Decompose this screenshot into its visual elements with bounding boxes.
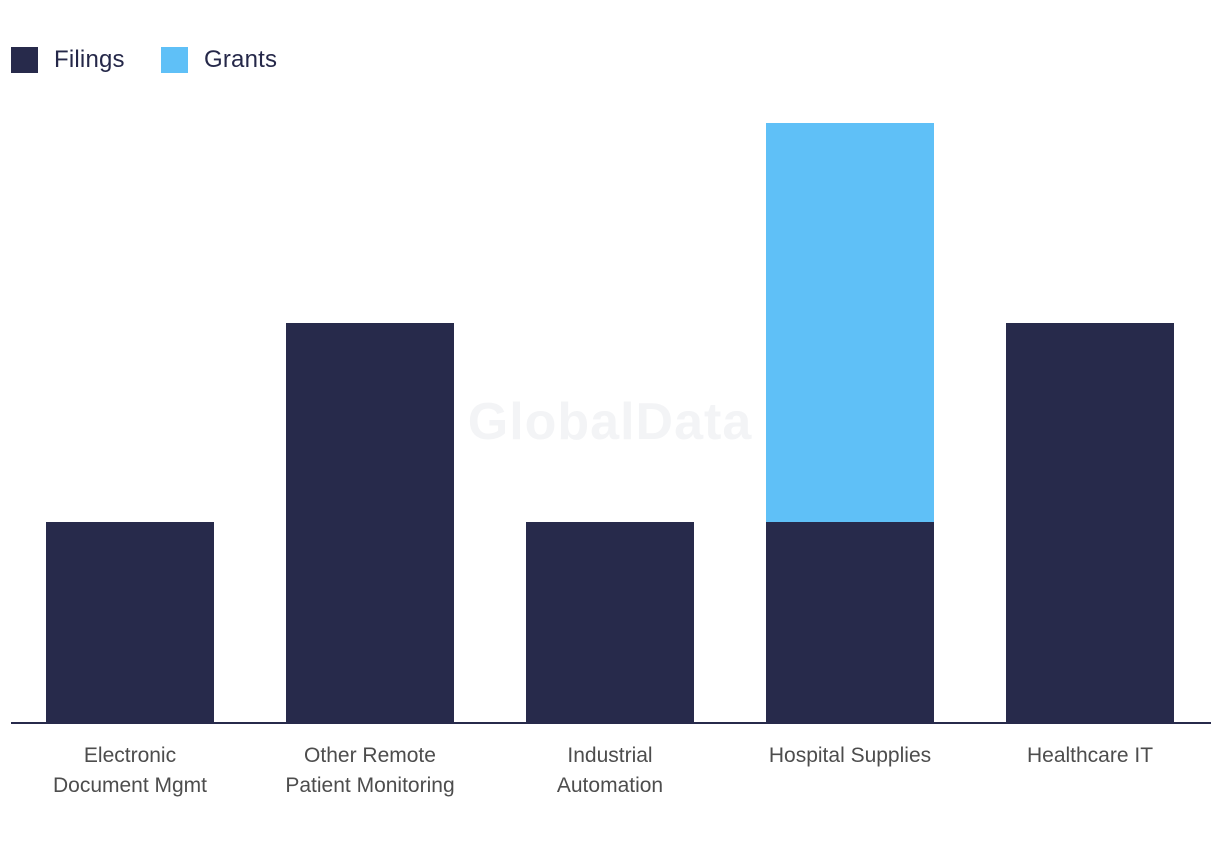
legend-item-filings[interactable]: Filings <box>11 46 125 73</box>
filings-swatch-icon <box>11 46 38 73</box>
grants-swatch-icon <box>161 46 188 73</box>
category-label-healthcare-it: Healthcare IT <box>1026 744 1154 767</box>
legend-label-filings: Filings <box>54 46 125 73</box>
legend-item-grants[interactable]: Grants <box>161 46 277 73</box>
legend-label-grants: Grants <box>204 46 278 73</box>
bar-grants-hospital-supplies[interactable] <box>766 123 934 522</box>
bar-filings-other-remote-patient-monitoring[interactable] <box>286 323 454 722</box>
category-label-industrial-automation: Industrial Automation <box>556 744 664 797</box>
bar-filings-hospital-supplies[interactable] <box>766 522 934 722</box>
category-label-other-remote-patient-monitoring: Other Remote Patient Monitoring <box>285 744 455 797</box>
x-axis-line <box>11 722 1211 724</box>
bar-filings-healthcare-it[interactable] <box>1006 323 1174 722</box>
category-label-electronic-document-mgmt: Electronic Document Mgmt <box>52 744 208 797</box>
bar-filings-industrial-automation[interactable] <box>526 522 694 722</box>
bar-filings-electronic-document-mgmt[interactable] <box>46 522 214 722</box>
category-label-hospital-supplies: Hospital Supplies <box>768 744 932 767</box>
